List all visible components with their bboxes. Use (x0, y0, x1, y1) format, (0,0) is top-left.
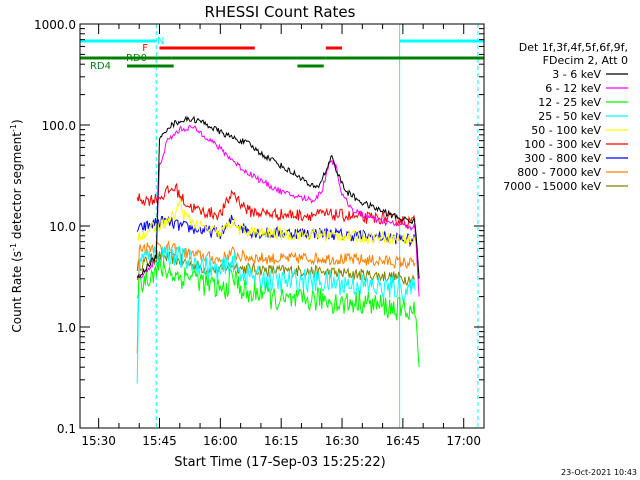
legend-header-line-1: Det 1f,3f,4f,5f,6f,9f, (519, 41, 628, 54)
x-tick-label-1: 15:45 (142, 434, 177, 448)
y-axis-label-sup2: -1 (9, 124, 18, 132)
legend: Det 1f,3f,4f,5f,6f,9f, FDecim 2, Att 0 3… (503, 41, 628, 193)
series-line-4 (136, 196, 416, 245)
legend-label-1: 6 - 12 keV (545, 82, 601, 95)
legend-label-3: 25 - 50 keV (538, 110, 601, 123)
legend-label-5: 100 - 300 keV (524, 138, 601, 151)
y-tick-label-1: 100.0 (42, 119, 76, 133)
x-tick-label-0: 15:30 (81, 434, 116, 448)
series-line-3 (136, 244, 416, 384)
series-line-7 (136, 240, 416, 354)
flag-label-f: F (142, 43, 148, 54)
y-tick-label-3: 1.0 (57, 321, 76, 335)
chart-title: RHESSI Count Rates (205, 3, 356, 21)
flag-label-rd0: RD0 (126, 53, 147, 64)
plot-frame (79, 23, 485, 429)
y-tick-label-4: 0.1 (57, 422, 76, 436)
x-tick-label-5: 16:45 (386, 434, 421, 448)
legend-label-0: 3 - 6 keV (552, 68, 601, 81)
legend-label-7: 800 - 7000 keV (517, 166, 601, 179)
y-axis-label-end: ) (10, 119, 24, 124)
flag-label-rd4: RD4 (90, 61, 111, 72)
flag-label-n: N (157, 36, 164, 47)
legend-label-8: 7000 - 15000 keV (503, 180, 601, 193)
series-line-2 (136, 257, 420, 368)
x-tick-label-2: 16:00 (203, 434, 238, 448)
legend-label-2: 12 - 25 keV (538, 96, 601, 109)
series-line-0 (136, 115, 420, 279)
y-axis-label: Count Rate (s-1 detector segment-1) (9, 119, 24, 332)
y-tick-label-2: 10.0 (49, 220, 76, 234)
y-axis-label-mid: detector segment (10, 132, 24, 243)
series-line-1 (136, 124, 420, 297)
y-axis-label-main: Count Rate (s (10, 251, 24, 333)
y-tick-label-0: 1000.0 (34, 18, 76, 32)
x-axis-label: Start Time (17-Sep-03 15:25:22) (174, 455, 385, 470)
x-tick-label-6: 17:00 (446, 434, 481, 448)
legend-header-line-2: FDecim 2, Att 0 (543, 54, 628, 67)
legend-label-4: 50 - 100 keV (531, 124, 601, 137)
series-line-5 (136, 182, 416, 229)
footer-timestamp: 23-Oct-2021 10:43 (561, 468, 637, 477)
legend-label-6: 300 - 800 keV (524, 152, 601, 165)
x-tick-label-4: 16:30 (325, 434, 360, 448)
axis-layer: 1000.0 100.0 10.0 1.0 0.1 15:30 15:45 16:00 16:1… (34, 18, 485, 448)
x-tick-label-3: 16:15 (264, 434, 299, 448)
y-axis-label-sup1: -1 (9, 243, 18, 251)
